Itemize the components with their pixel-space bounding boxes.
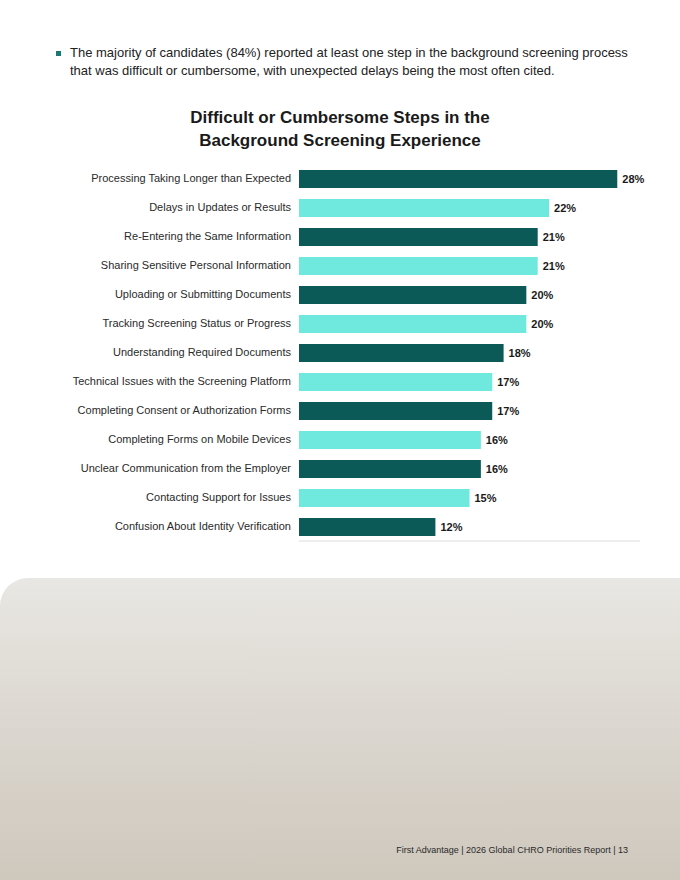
svg-text:18%: 18%	[509, 347, 531, 359]
svg-text:Technical Issues with the Scre: Technical Issues with the Screening Plat…	[73, 375, 291, 387]
svg-text:Uploading or Submitting Docume: Uploading or Submitting Documents	[115, 288, 292, 300]
svg-text:22%: 22%	[554, 202, 576, 214]
svg-text:Re-Entering the Same Informati: Re-Entering the Same Information	[124, 230, 291, 242]
svg-text:20%: 20%	[531, 318, 553, 330]
svg-text:Unclear Communication from the: Unclear Communication from the Employer	[81, 462, 292, 474]
svg-text:Completing Forms on Mobile Dev: Completing Forms on Mobile Devices	[108, 433, 291, 445]
svg-text:Contacting Support for Issues: Contacting Support for Issues	[146, 491, 291, 503]
html-text:First Advantage | 2026 Global: First Advantage | 2026 Global CHRO Prior…	[396, 845, 628, 855]
svg-text:Sharing Sensitive Personal Inf: Sharing Sensitive Personal Information	[101, 259, 291, 271]
svg-text:16%: 16%	[486, 463, 508, 475]
svg-text:21%: 21%	[543, 260, 565, 272]
svg-text:12%: 12%	[440, 521, 462, 533]
html-text:Difficult or Cumbersome Steps: Difficult or Cumbersome Steps in the Bac…	[190, 108, 490, 150]
svg-text:21%: 21%	[543, 231, 565, 243]
svg-text:Delays in Updates or Results: Delays in Updates or Results	[149, 201, 291, 213]
svg-text:Confusion About Identity Verif: Confusion About Identity Verification	[115, 520, 291, 532]
svg-text:28%: 28%	[622, 173, 644, 185]
svg-text:16%: 16%	[486, 434, 508, 446]
svg-text:Understanding Required Documen: Understanding Required Documents	[113, 346, 291, 358]
html-text:The majority of candidates (84: The majority of candidates (84%) reporte…	[70, 45, 628, 78]
svg-text:Processing Taking Longer than: Processing Taking Longer than Expected	[91, 172, 291, 184]
svg-text:Tracking Screening Status or P: Tracking Screening Status or Progress	[102, 317, 291, 329]
svg-text:Completing Consent or Authoriz: Completing Consent or Authorization Form…	[78, 404, 292, 416]
svg-text:15%: 15%	[475, 492, 497, 504]
svg-text:17%: 17%	[497, 376, 519, 388]
svg-text:20%: 20%	[531, 289, 553, 301]
svg-text:17%: 17%	[497, 405, 519, 417]
